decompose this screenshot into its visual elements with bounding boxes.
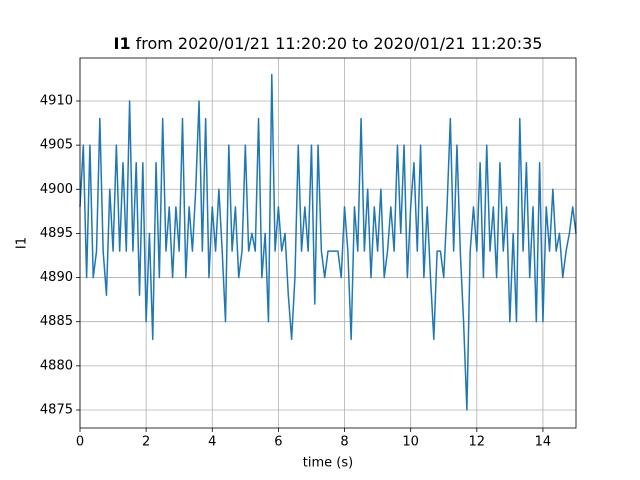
axes-frame bbox=[79, 57, 577, 429]
x-tick-label: 12 bbox=[469, 435, 486, 450]
y-tick-label: 4885 bbox=[40, 314, 73, 329]
x-tick-label: 14 bbox=[535, 435, 552, 450]
chart-title: I1 from 2020/01/21 11:20:20 to 2020/01/21… bbox=[114, 34, 543, 53]
y-tick-label: 4900 bbox=[40, 182, 73, 197]
y-tick-label: 4890 bbox=[40, 270, 73, 285]
y-tick-label: 4905 bbox=[40, 138, 73, 153]
x-tick-label: 2 bbox=[142, 435, 150, 450]
y-axis-label: I1 bbox=[15, 237, 30, 249]
x-tick-label: 8 bbox=[340, 435, 348, 450]
x-tick-label: 6 bbox=[274, 435, 282, 450]
y-tick-label: 4880 bbox=[40, 358, 73, 373]
x-axis-label: time (s) bbox=[303, 456, 353, 471]
x-tick-label: 4 bbox=[208, 435, 216, 450]
data-line bbox=[79, 73, 577, 411]
y-tick-label: 4875 bbox=[40, 402, 73, 417]
title-text: from 2020/01/21 11:20:20 to 2020/01/21 1… bbox=[136, 34, 543, 53]
y-tick-label: 4895 bbox=[40, 226, 73, 241]
x-tick-label: 0 bbox=[76, 435, 84, 450]
title-name: I1 bbox=[114, 34, 131, 53]
x-tick-label: 10 bbox=[402, 435, 419, 450]
plot-area: 0 2 4 6 8 10 12 14 4875 4880 4885 4890 4895 4900 4905 4… bbox=[40, 58, 577, 450]
y-tick-label: 4910 bbox=[40, 93, 73, 108]
